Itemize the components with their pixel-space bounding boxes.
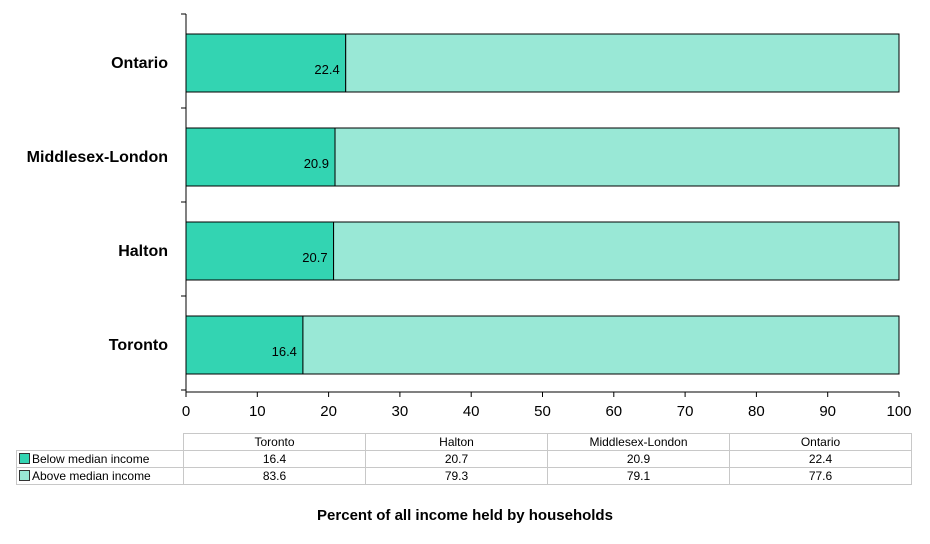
- data-label: 20.9: [304, 156, 329, 171]
- table-header-row: Toronto Halton Middlesex-London Ontario: [16, 433, 912, 451]
- x-tick-label: 50: [534, 403, 551, 420]
- x-tick-label: 40: [463, 403, 480, 420]
- table-cell: 79.3: [365, 467, 548, 485]
- legend-label-above: Above median income: [32, 468, 151, 483]
- table-row-header: Above median income: [16, 467, 184, 485]
- table-cell: 20.9: [547, 450, 730, 468]
- bar-below-median-ontario: [185, 33, 347, 93]
- table-col-header: Toronto: [183, 433, 366, 451]
- category-label: Halton: [118, 243, 168, 260]
- x-tick-label: 80: [748, 403, 765, 420]
- x-axis-title: Percent of all income held by households: [317, 507, 613, 524]
- data-table: Toronto Halton Middlesex-London Ontario …: [16, 433, 912, 485]
- x-tick-label: 10: [249, 403, 266, 420]
- bar-above-median-ontario: [345, 33, 900, 93]
- bar-below-median-halton: [185, 221, 335, 281]
- bar-below-median-middlesex-london: [185, 127, 336, 187]
- bar-above-median-halton: [333, 221, 900, 281]
- category-label: Toronto: [109, 337, 168, 354]
- x-tick-label: 90: [819, 403, 836, 420]
- table-cell: 16.4: [183, 450, 366, 468]
- x-tick-label: 100: [886, 403, 911, 420]
- bar-above-median-toronto: [302, 315, 900, 375]
- x-tick-label: 30: [392, 403, 409, 420]
- table-cell: 83.6: [183, 467, 366, 485]
- legend-swatch-above: [19, 469, 30, 481]
- table-cell: 77.6: [729, 467, 912, 485]
- table-cell: 79.1: [547, 467, 730, 485]
- data-label: 20.7: [302, 250, 327, 265]
- x-tick-label: 70: [677, 403, 694, 420]
- table-cell: 20.7: [365, 450, 548, 468]
- data-label: 16.4: [272, 344, 297, 359]
- table-col-header: Ontario: [729, 433, 912, 451]
- category-label: Ontario: [111, 55, 168, 72]
- table-cell: 22.4: [729, 450, 912, 468]
- x-tick-label: 20: [320, 403, 337, 420]
- table-row: Above median income 83.6 79.3 79.1 77.6: [16, 467, 912, 485]
- category-label: Middlesex-London: [27, 149, 168, 166]
- x-tick-label: 0: [182, 403, 190, 420]
- table-col-header: Halton: [365, 433, 548, 451]
- legend-label-below: Below median income: [32, 451, 150, 466]
- bar-above-median-middlesex-london: [334, 127, 900, 187]
- data-label: 22.4: [314, 62, 339, 77]
- table-corner: [16, 433, 184, 451]
- table-col-header: Middlesex-London: [547, 433, 730, 451]
- legend-swatch-below: [19, 452, 30, 464]
- table-row-header: Below median income: [16, 450, 184, 468]
- bar-below-median-toronto: [185, 315, 304, 375]
- x-tick-label: 60: [605, 403, 622, 420]
- table-row: Below median income 16.4 20.7 20.9 22.4: [16, 450, 912, 468]
- bar-chart: 22.4 Ontario 20.9 Middlesex-London 20.7 Halto…: [27, 13, 912, 420]
